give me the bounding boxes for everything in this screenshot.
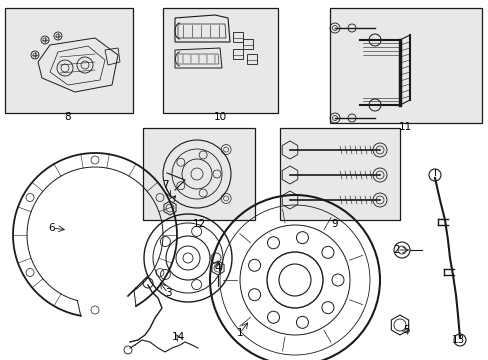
Text: 8: 8 <box>64 112 71 122</box>
Bar <box>232 49 243 59</box>
Text: 9: 9 <box>331 219 338 229</box>
Bar <box>329 8 481 123</box>
Text: 1: 1 <box>236 328 243 338</box>
Text: 4: 4 <box>214 263 221 273</box>
Text: 10: 10 <box>213 112 226 122</box>
Text: 2: 2 <box>393 245 400 255</box>
Text: 14: 14 <box>171 332 184 342</box>
Text: 12: 12 <box>192 219 205 229</box>
Text: 13: 13 <box>450 335 464 345</box>
Bar <box>243 39 252 49</box>
Bar <box>5 8 133 113</box>
Bar <box>163 8 278 113</box>
Bar <box>280 128 399 220</box>
Bar <box>142 128 254 220</box>
Text: 5: 5 <box>403 325 409 335</box>
Bar <box>232 32 243 42</box>
Text: 7: 7 <box>162 180 168 190</box>
Text: 6: 6 <box>49 223 55 233</box>
Bar <box>246 54 257 64</box>
Text: 3: 3 <box>164 288 171 298</box>
Text: 11: 11 <box>398 122 411 132</box>
